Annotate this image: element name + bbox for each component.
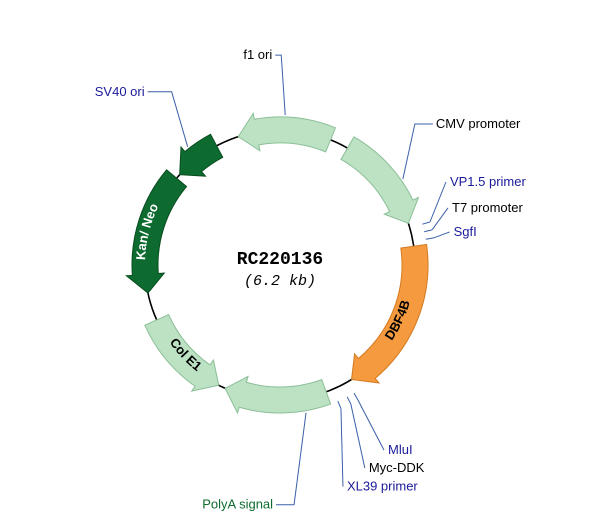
segment-cmv	[341, 137, 418, 223]
leader-f1ori	[275, 55, 285, 115]
leader-sv40	[148, 92, 188, 147]
leader-myc	[351, 404, 365, 468]
tick-mlui	[354, 393, 358, 400]
leader-mlui	[358, 400, 384, 450]
leader-sgfi	[434, 232, 450, 238]
marker-label-mlui: MluI	[388, 442, 413, 457]
plasmid-size: (6.2 kb)	[244, 273, 316, 290]
tick-vp15	[422, 222, 430, 224]
label-cmv: CMV promoter	[436, 116, 521, 131]
leader-vp15	[430, 182, 446, 222]
tick-myc	[347, 397, 351, 404]
segment-polya	[225, 377, 331, 414]
plasmid-map: DBF4BCol E1Kan/ NeoCMV promoterPolyA sig…	[0, 0, 600, 512]
leader-cmv	[403, 124, 433, 179]
segment-f1ori	[238, 113, 335, 152]
tick-xl39	[338, 401, 341, 408]
marker-label-myc: Myc-DDK	[369, 460, 425, 475]
marker-label-sgfi: SgfI	[454, 224, 477, 239]
label-polya: PolyA signal	[202, 497, 273, 512]
plasmid-name: RC220136	[237, 250, 323, 270]
tick-sgfi	[426, 238, 434, 239]
label-f1ori: f1 ori	[243, 47, 272, 62]
tick-t7	[424, 230, 432, 232]
marker-label-t7: T7 promoter	[452, 200, 523, 215]
leader-polya	[276, 413, 306, 505]
segment-kan	[126, 170, 186, 293]
segment-dbf4b	[352, 244, 428, 383]
leader-xl39	[341, 409, 343, 487]
marker-label-vp15: VP1.5 primer	[450, 174, 527, 189]
label-sv40: SV40 ori	[95, 84, 145, 99]
marker-label-xl39: XL39 primer	[347, 479, 418, 494]
